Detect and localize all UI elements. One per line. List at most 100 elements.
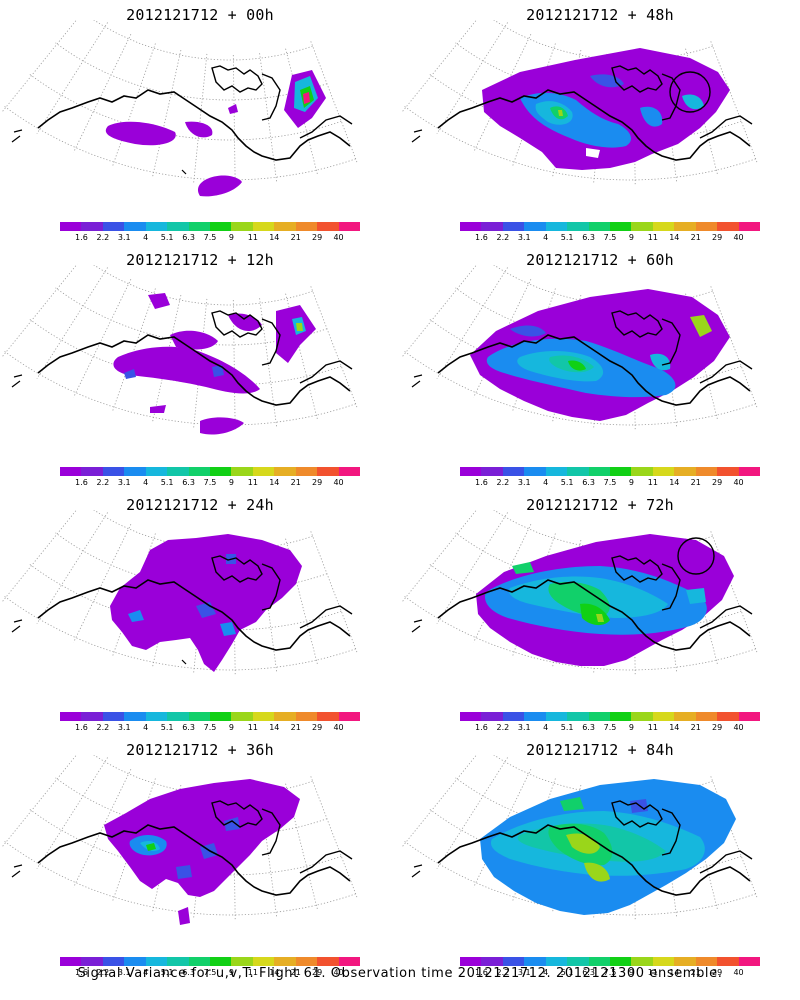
colorbar-segment — [145, 957, 168, 966]
colorbar-segment — [274, 467, 297, 476]
colorbar-segment — [167, 957, 190, 966]
meridian-line — [402, 20, 477, 112]
colorbar-tick-label: 2.2 — [96, 968, 110, 977]
colorbar-segment — [210, 467, 232, 476]
colorbar-segment — [145, 222, 168, 231]
colorbar-tick-label: 11 — [247, 968, 258, 977]
colorbar-tick-label: 2.2 — [96, 233, 110, 242]
colorbar-segment — [210, 957, 232, 966]
colorbar-segment — [695, 222, 718, 231]
colorbar-segment — [588, 712, 611, 721]
colorbar-tick-label: 3.1 — [517, 968, 531, 977]
colorbar-tick-label: 6.3 — [182, 968, 195, 977]
map-panel-84h: 2012121712 + 84h 1.6 2.2 3. — [400, 735, 800, 980]
colorbar-tick-label: 3.1 — [517, 723, 531, 732]
colorbar-tick-label: 3.1 — [117, 968, 131, 977]
colorbar-tick-label: 2.2 — [496, 968, 510, 977]
panel-title: 2012121712 + 84h — [526, 741, 674, 759]
colorbar-segment — [231, 467, 254, 476]
colorbar-tick-label: 14 — [669, 233, 680, 242]
meridian-line — [73, 769, 132, 888]
colorbar-tick-label: 5.1 — [160, 968, 174, 977]
meridian-line — [285, 783, 318, 911]
meridian-line — [402, 755, 477, 847]
latitude-line — [493, 20, 713, 61]
coastlines — [11, 555, 353, 665]
coastlines — [411, 65, 753, 161]
meridian-line — [36, 22, 108, 134]
variance-field — [113, 293, 316, 435]
colorbar-segment — [317, 467, 340, 476]
colorbar-tick-label: 21 — [690, 233, 701, 242]
colorbar-segment — [738, 467, 761, 476]
colorbar-segment — [252, 222, 275, 231]
colorbar-tick-label: 14 — [269, 723, 280, 732]
colorbar-segment — [717, 712, 740, 721]
meridian-line — [73, 279, 132, 398]
meridian-line — [111, 778, 156, 903]
panel-title: 2012121712 + 00h — [126, 6, 274, 24]
meridian-line — [193, 53, 208, 184]
colorbar-segment — [631, 957, 654, 966]
meridian-line — [402, 510, 477, 602]
colorbar-segment — [231, 222, 254, 231]
meridian-line — [473, 769, 532, 888]
meridian-line — [36, 757, 108, 869]
meridian-line — [2, 755, 77, 847]
colorbar-tick-label: 6.3 — [182, 233, 195, 242]
latitude-line — [29, 563, 342, 631]
variance-field — [480, 779, 736, 915]
colorbar-tick-label: 5.1 — [560, 233, 574, 242]
colorbar-tick-label: 7.5 — [603, 478, 617, 487]
meridian-line — [436, 267, 508, 379]
latitude-line — [55, 42, 328, 101]
colorbar-tick-label: 14 — [669, 478, 680, 487]
colorbar-tick-label: 5.1 — [560, 968, 574, 977]
colorbar-tick-label: 40 — [333, 723, 344, 732]
colorbar-tick-label: 7.5 — [203, 478, 217, 487]
colorbar-segment — [188, 222, 211, 231]
coastlines — [11, 800, 353, 896]
colorbar-tick-label: 3.1 — [117, 723, 131, 732]
colorbar-segment — [481, 222, 504, 231]
colorbar-tick-label: 6.3 — [582, 723, 595, 732]
colorbar: 1.6 2.2 3.1 4 5.1 6.3 7.5 9 11 14 21 29 40 — [460, 467, 761, 487]
colorbar-tick-label: 14 — [669, 723, 680, 732]
colorbar-tick-label: 21 — [690, 478, 701, 487]
colorbar: 1.6 2.2 3.1 4 5.1 6.3 7.5 9 11 14 21 29 40 — [60, 957, 361, 977]
colorbar-tick-label: 11 — [647, 233, 658, 242]
colorbar-tick-label: 40 — [333, 478, 344, 487]
meridian-line — [285, 293, 318, 421]
colorbar-tick-label: 2.2 — [496, 478, 510, 487]
colorbar-segment — [545, 467, 568, 476]
panel-title: 2012121712 + 60h — [526, 251, 674, 269]
colorbar-tick-label: 4 — [143, 723, 149, 732]
colorbar-segment — [502, 957, 525, 966]
coastlines — [411, 310, 753, 406]
colorbar-tick-label: 1.6 — [475, 968, 488, 977]
colorbar-segment — [674, 222, 697, 231]
colorbar-segment — [545, 957, 568, 966]
colorbar-segment — [502, 712, 525, 721]
colorbar-segment — [124, 222, 147, 231]
colorbar-segment — [317, 712, 340, 721]
meridian-line — [152, 50, 182, 178]
meridian-line — [259, 53, 278, 183]
colorbar-tick-label: 7.5 — [203, 968, 217, 977]
colorbar-tick-label: 6.3 — [582, 233, 595, 242]
panel-title: 2012121712 + 36h — [126, 741, 274, 759]
colorbar: 1.6 2.2 3.1 4 5.1 6.3 7.5 9 11 14 21 29 40 — [60, 222, 361, 242]
panel-title: 2012121712 + 72h — [526, 496, 674, 514]
map-plot-72h — [402, 510, 758, 676]
colorbar-segment — [81, 222, 104, 231]
meridian-line — [473, 279, 532, 398]
meridian-line — [402, 265, 477, 357]
meridian-line — [73, 524, 132, 643]
colorbar-tick-label: 7.5 — [603, 233, 617, 242]
colorbar-tick-label: 1.6 — [75, 968, 88, 977]
colorbar-segment — [338, 467, 361, 476]
colorbar-tick-label: 40 — [333, 233, 344, 242]
colorbar-segment — [274, 712, 297, 721]
colorbar-tick-label: 14 — [269, 478, 280, 487]
map-plot-84h — [402, 755, 758, 921]
